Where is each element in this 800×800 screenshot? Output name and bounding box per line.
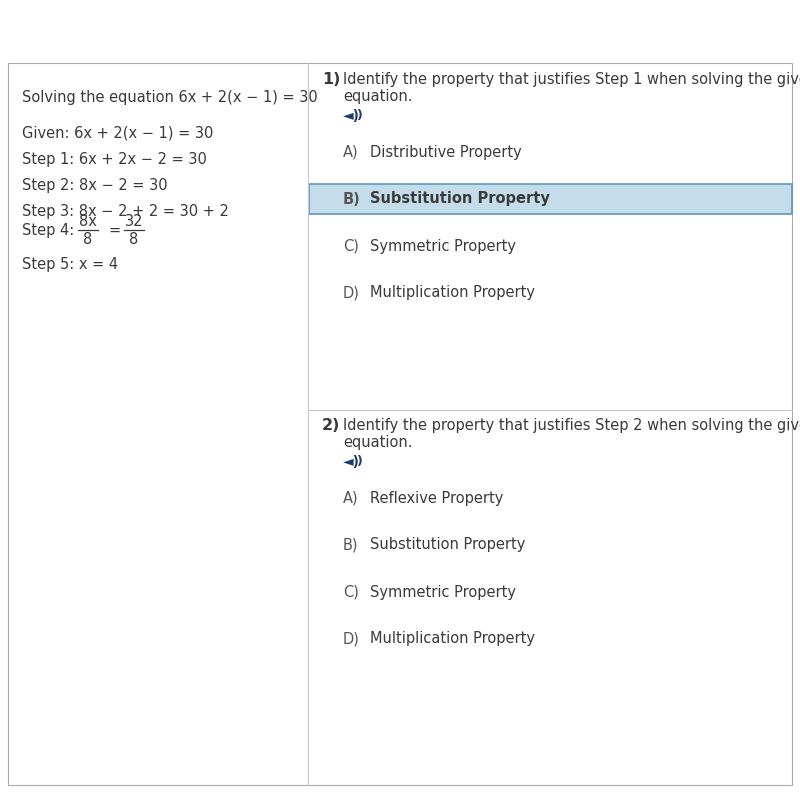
Text: A): A) (343, 145, 358, 159)
Text: Identify the property that justifies Step 2 when solving the given: Identify the property that justifies Ste… (343, 418, 800, 433)
Text: Distributive Property: Distributive Property (370, 145, 522, 159)
Text: Substitution Property: Substitution Property (370, 538, 526, 553)
Text: B): B) (343, 538, 358, 553)
Text: D): D) (343, 286, 360, 301)
Text: 8: 8 (83, 231, 93, 246)
Text: Step 2: 8x − 2 = 30: Step 2: 8x − 2 = 30 (22, 178, 168, 193)
Text: 8: 8 (130, 231, 138, 246)
Text: B): B) (343, 191, 361, 206)
Text: 8x: 8x (79, 214, 97, 229)
Text: ◄): ◄) (343, 455, 360, 469)
Text: 1): 1) (322, 72, 340, 87)
Text: A): A) (343, 490, 358, 506)
Text: Step 4:: Step 4: (22, 222, 79, 238)
Text: Reflexive Property: Reflexive Property (370, 490, 503, 506)
Text: Step 1: 6x + 2x − 2 = 30: Step 1: 6x + 2x − 2 = 30 (22, 152, 207, 167)
Text: =: = (108, 222, 120, 238)
Text: C): C) (343, 585, 359, 599)
Text: ): ) (357, 455, 363, 469)
Text: Substitution Property: Substitution Property (370, 191, 550, 206)
Text: Symmetric Property: Symmetric Property (370, 585, 516, 599)
Text: C): C) (343, 238, 359, 254)
Text: Given: 6x + 2(x − 1) = 30: Given: 6x + 2(x − 1) = 30 (22, 125, 214, 140)
Text: ): ) (357, 110, 363, 122)
Text: equation.: equation. (343, 435, 413, 450)
Text: Step 3: 8x − 2 + 2 = 30 + 2: Step 3: 8x − 2 + 2 = 30 + 2 (22, 204, 229, 219)
Text: Identify the property that justifies Step 1 when solving the given: Identify the property that justifies Ste… (343, 72, 800, 87)
Text: Multiplication Property: Multiplication Property (370, 631, 535, 646)
Text: equation.: equation. (343, 89, 413, 104)
Text: Symmetric Property: Symmetric Property (370, 238, 516, 254)
Text: 32: 32 (125, 214, 143, 229)
Text: ◄): ◄) (343, 109, 360, 123)
Text: Solving the equation 6x + 2(x − 1) = 30: Solving the equation 6x + 2(x − 1) = 30 (22, 90, 318, 105)
Text: 2): 2) (322, 418, 340, 433)
Text: Step 5: x = 4: Step 5: x = 4 (22, 257, 118, 272)
Text: D): D) (343, 631, 360, 646)
Bar (309, 184, 792, 214)
Text: Multiplication Property: Multiplication Property (370, 286, 535, 301)
